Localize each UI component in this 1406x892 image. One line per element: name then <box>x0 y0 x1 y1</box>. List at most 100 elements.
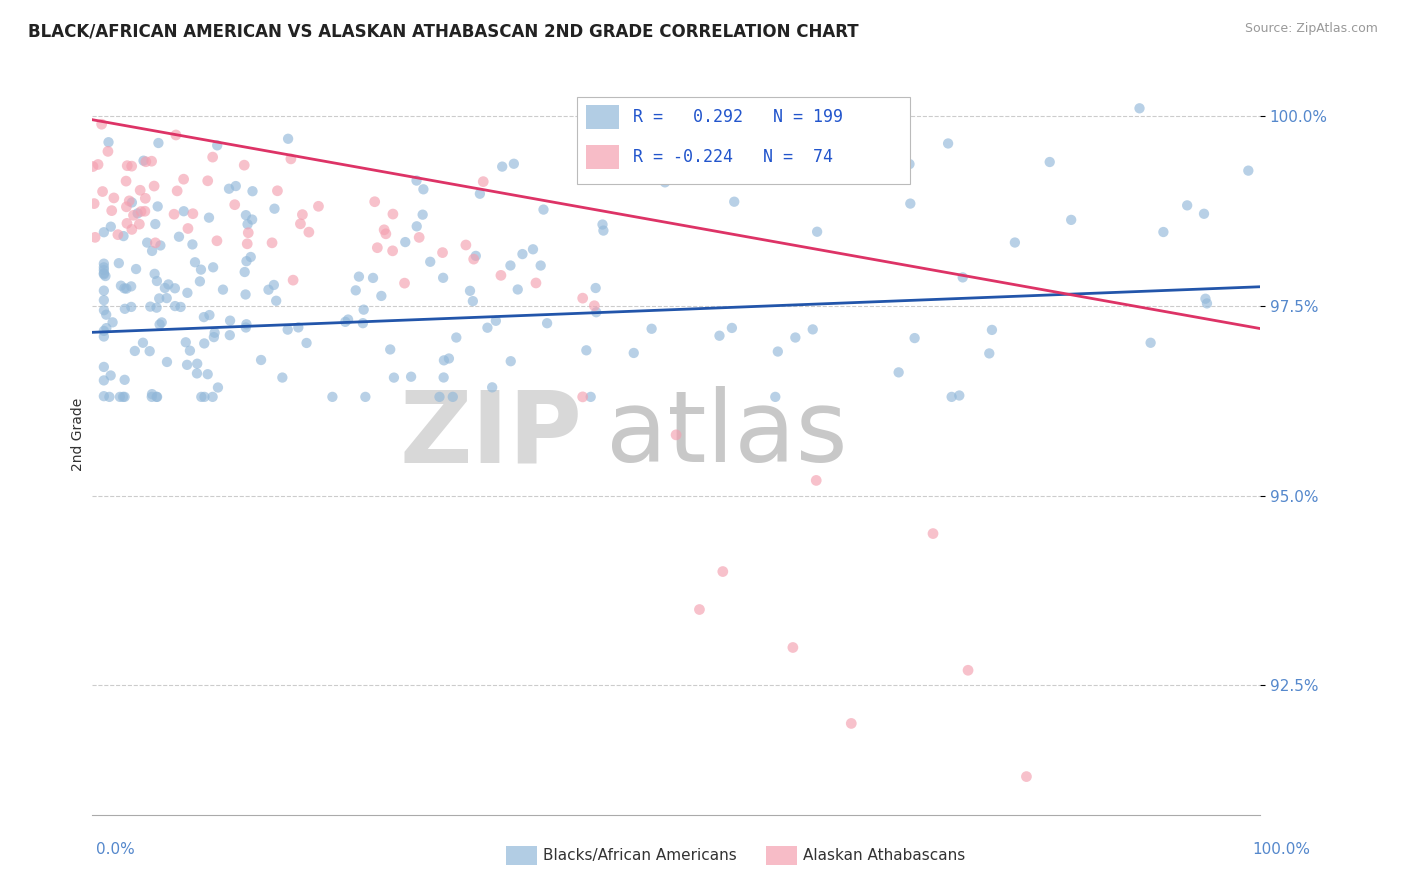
Point <box>499 354 522 368</box>
Point <box>181 237 204 252</box>
Point <box>146 274 169 288</box>
Point <box>477 320 499 334</box>
Point <box>481 380 503 394</box>
Text: R =   0.292   N = 199: R = 0.292 N = 199 <box>633 108 842 126</box>
Point <box>263 277 285 292</box>
Point <box>141 387 163 401</box>
Point <box>239 250 262 264</box>
Point <box>179 343 201 358</box>
Point <box>257 283 280 297</box>
Point <box>225 179 247 194</box>
Point <box>344 283 367 297</box>
Point <box>156 355 179 369</box>
Point <box>129 183 152 197</box>
Point <box>623 346 645 360</box>
Point <box>394 235 416 249</box>
Point <box>198 211 221 225</box>
Point <box>489 268 512 283</box>
Point <box>163 299 186 313</box>
Point <box>204 326 226 340</box>
Point <box>150 315 173 329</box>
Point <box>207 380 229 394</box>
Point <box>233 265 256 279</box>
Point <box>145 301 167 315</box>
Text: 0.0%: 0.0% <box>96 842 135 856</box>
Point <box>181 207 204 221</box>
Point <box>134 191 156 205</box>
Point <box>198 308 221 322</box>
Point <box>922 526 945 541</box>
Point <box>804 144 827 158</box>
Point <box>108 390 131 404</box>
Point <box>688 602 710 616</box>
Point <box>381 244 404 258</box>
Point <box>536 316 558 330</box>
Point <box>124 343 146 358</box>
Point <box>981 323 1004 337</box>
Bar <box>586 145 619 169</box>
Point <box>169 300 191 314</box>
Point <box>266 184 288 198</box>
Point <box>121 159 143 173</box>
Point <box>277 132 299 146</box>
Point <box>904 331 927 345</box>
Point <box>277 323 299 337</box>
Point <box>100 219 122 234</box>
Point <box>585 281 607 295</box>
Point <box>157 277 180 292</box>
Text: 100.0%: 100.0% <box>1253 842 1310 856</box>
Y-axis label: 2nd Grade: 2nd Grade <box>72 398 86 472</box>
Point <box>352 316 374 330</box>
Point <box>1060 213 1083 227</box>
Point <box>218 328 240 343</box>
Point <box>260 235 283 250</box>
Point <box>114 301 136 316</box>
Point <box>186 367 208 381</box>
Point <box>87 157 110 171</box>
Point <box>405 219 427 234</box>
Point <box>128 217 150 231</box>
Point <box>115 159 138 173</box>
Point <box>224 197 246 211</box>
Point <box>156 291 179 305</box>
Point <box>163 281 186 295</box>
Point <box>93 267 115 281</box>
Point <box>93 257 115 271</box>
Point <box>205 234 228 248</box>
Point <box>575 343 598 358</box>
Text: atlas: atlas <box>606 386 848 483</box>
Point <box>437 351 460 366</box>
Point <box>202 330 225 344</box>
Point <box>93 266 115 280</box>
Point <box>381 207 404 221</box>
Point <box>139 300 162 314</box>
Point <box>405 173 427 187</box>
Point <box>654 175 676 189</box>
Point <box>592 223 614 237</box>
Point <box>235 254 257 268</box>
Point <box>709 328 731 343</box>
Point <box>1194 292 1216 306</box>
Point <box>271 370 294 384</box>
Point <box>134 204 156 219</box>
Point <box>711 565 734 579</box>
Point <box>112 281 135 295</box>
Point <box>446 330 468 344</box>
Point <box>250 353 273 368</box>
Point <box>464 249 486 263</box>
Point <box>373 223 395 237</box>
Point <box>785 330 807 344</box>
Point <box>100 203 122 218</box>
Point <box>145 235 167 250</box>
Point <box>93 303 115 318</box>
Bar <box>586 104 619 128</box>
Point <box>806 225 828 239</box>
Point <box>177 221 200 235</box>
Point <box>146 390 169 404</box>
Point <box>238 226 260 240</box>
Point <box>93 225 115 239</box>
Point <box>240 212 263 227</box>
Point <box>93 293 115 307</box>
Point <box>957 663 980 677</box>
Point <box>96 321 118 335</box>
